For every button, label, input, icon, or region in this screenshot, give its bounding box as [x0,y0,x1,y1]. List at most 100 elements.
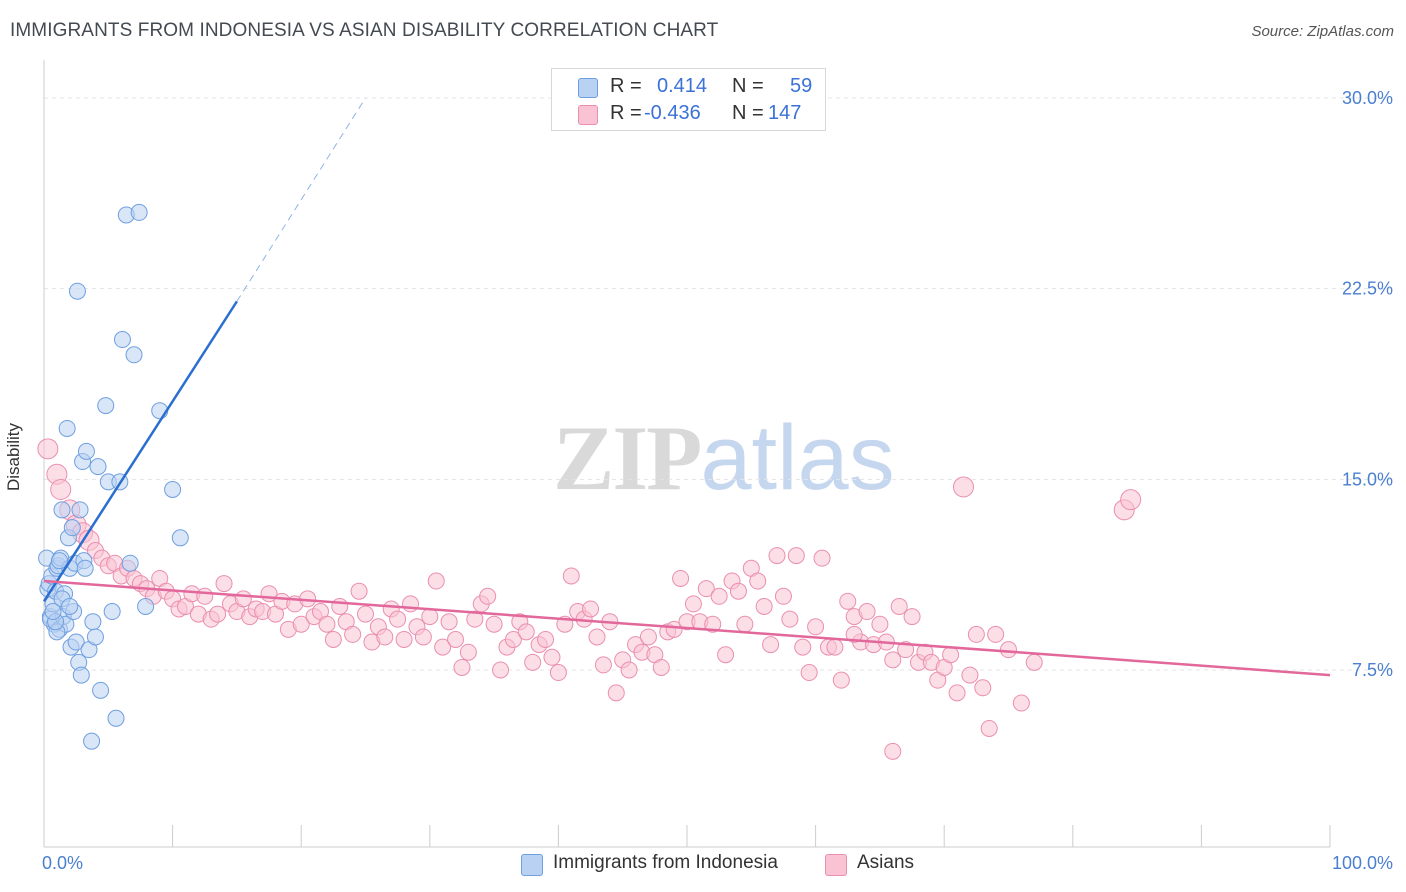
asians-point-129 [871,615,889,633]
chart-title: IMMIGRANTS FROM INDONESIA VS ASIAN DISAB… [10,20,719,41]
asians-point-74 [517,623,535,641]
asians-point-123 [832,671,850,689]
asians-point-112 [762,636,780,654]
asians-point-88 [607,684,625,702]
indonesia-point-51 [164,481,182,499]
asians-point-0 [37,438,59,460]
asians-point-100 [684,595,702,613]
asians-point-141 [948,684,966,702]
watermark: ZIPatlas [553,405,895,511]
legend-swatch-indonesia [578,78,598,98]
asians-point-90 [620,661,638,679]
asians-point-85 [588,628,606,646]
asians-point-93 [639,628,657,646]
legend-row-indonesia: R = 0.414 N = 59 [552,74,825,100]
asians-point-81 [562,567,580,585]
asians-point-24 [196,587,214,605]
asians-point-52 [376,628,394,646]
indonesia-point-38 [92,681,110,699]
asians-point-44 [324,630,342,648]
asians-point-131 [884,651,902,669]
series-asians-points [37,438,1142,760]
asians-point-103 [704,615,722,633]
asians-point-70 [492,661,510,679]
bottom-legend-label-indonesia: Immigrants from Indonesia [553,852,778,873]
asians-point-120 [813,549,831,567]
asians-point-48 [350,582,368,600]
asians-point-122 [826,638,844,656]
asians-point-54 [389,610,407,628]
asians-point-114 [774,587,792,605]
asians-point-78 [543,648,561,666]
legend-n-value-asians: 147 [768,102,802,124]
indonesia-point-44 [113,331,131,349]
asians-point-143 [961,666,979,684]
asians-point-79 [549,664,567,682]
y-tick-label-1: 15.0% [1342,469,1393,489]
asians-point-64 [453,658,471,676]
asians-point-84 [582,600,600,618]
y-tick-label-0: 7.5% [1352,660,1393,680]
indonesia-point-56 [61,597,79,615]
legend-r-value-indonesia: 0.414 [657,75,708,97]
asians-point-110 [749,572,767,590]
indonesia-point-34 [83,732,101,750]
asians-point-69 [485,615,503,633]
asians-point-133 [897,641,915,659]
asians-point-144 [967,625,985,643]
series-indonesia-points [38,203,189,750]
bottom-legend-swatch-asians [825,854,847,876]
y-tick-label-3: 30.0% [1342,88,1393,108]
indonesia-point-31 [76,559,94,577]
asians-point-111 [755,597,773,615]
asians-point-153 [884,742,902,760]
watermark-atlas: atlas [700,407,895,509]
asians-point-98 [672,569,690,587]
bottom-legend-label-asians: Asians [857,852,915,873]
legend-row-asians: R = -0.436 N = 147 [552,101,825,127]
y-tick-labels: 7.5% 15.0% 22.5% 30.0% [1342,88,1393,680]
indonesia-point-48 [130,203,148,221]
legend-r-label: R = [610,75,642,97]
indonesia-point-17 [58,419,76,437]
indonesia-trend-line [42,300,238,603]
indonesia-point-32 [77,442,95,460]
indonesia-point-52 [171,529,189,547]
indonesia-point-57 [50,552,68,570]
asians-point-97 [665,620,683,638]
asians-point-142 [952,476,974,498]
asians-point-149 [1012,694,1030,712]
indonesia-trend-extension [236,97,366,302]
asians-point-39 [292,615,310,633]
asians-point-102 [697,580,715,598]
asians-point-49 [357,605,374,623]
indonesia-point-37 [89,458,107,476]
asians-point-65 [459,643,477,661]
asians-point-127 [858,603,876,621]
indonesia-point-13 [53,501,71,519]
indonesia-point-27 [71,501,89,519]
asians-point-58 [414,628,432,646]
asians-point-2 [50,479,72,501]
legend-swatch-asians [578,105,598,125]
legend-r-value-asians: -0.436 [644,102,701,124]
bottom-legend-swatch-indonesia [521,854,543,876]
legend-n-label: N = [732,102,764,124]
asians-point-63 [447,630,465,648]
indonesia-point-49 [137,597,155,615]
indonesia-point-25 [68,282,86,300]
asians-point-115 [781,610,799,628]
indonesia-point-47 [125,346,143,364]
indonesia-point-41 [103,603,121,621]
asians-point-60 [427,572,445,590]
asians-point-132 [890,597,908,615]
y-axis-label: Disability [4,422,23,492]
watermark-zip: ZIP [553,407,702,509]
asians-point-118 [800,664,818,682]
asians-point-59 [421,608,439,626]
asians-point-86 [594,656,612,674]
trend-lines [42,97,1331,677]
asians-point-150 [1025,653,1043,671]
x-tick-label-min: 0.0% [42,853,83,873]
